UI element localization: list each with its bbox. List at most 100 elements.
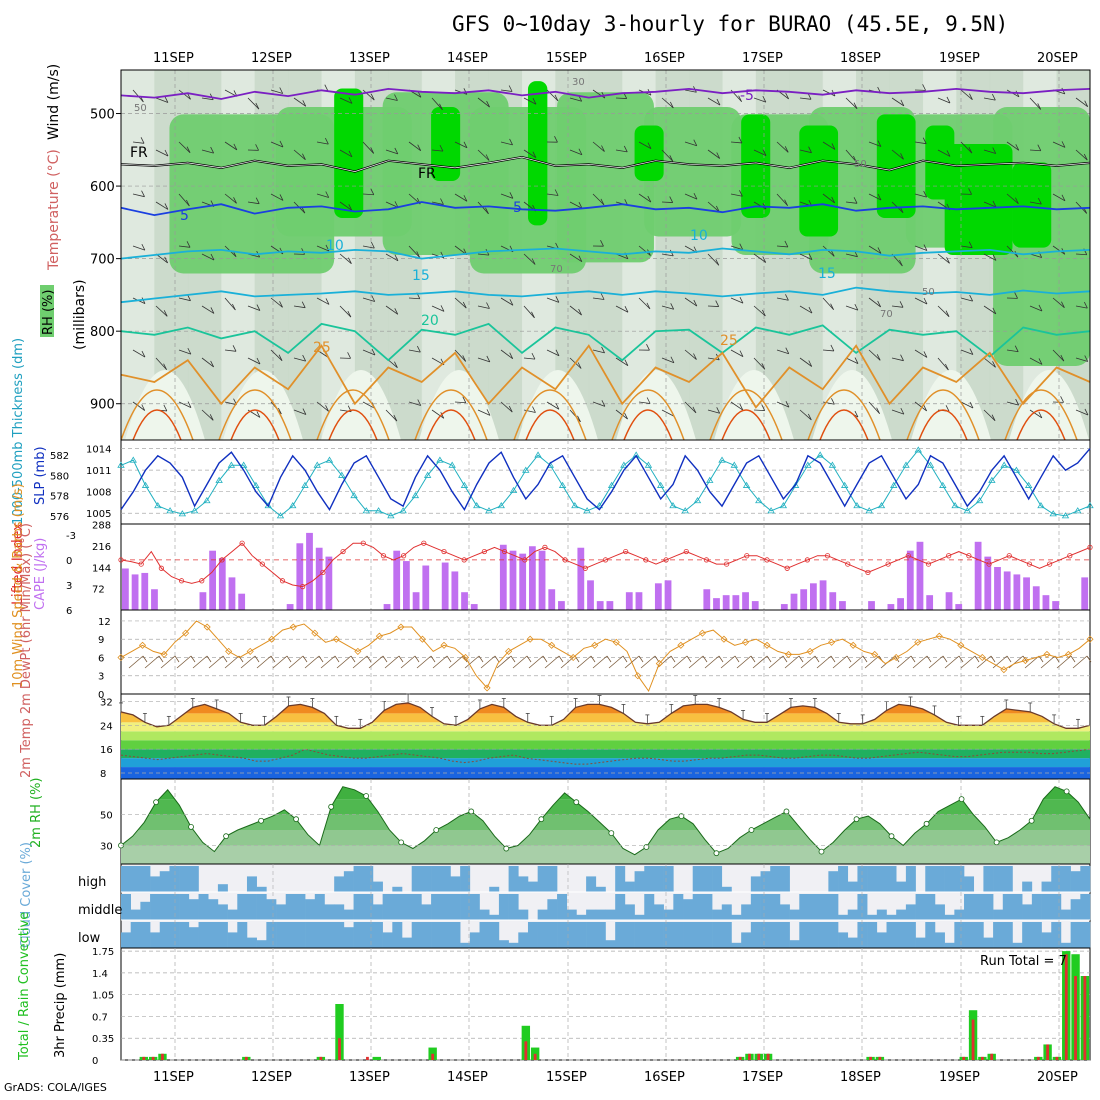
upper-y-ticks: 500 600 700 800 900 xyxy=(90,108,121,413)
cloud-bar-low xyxy=(557,922,568,948)
cloud-bar-high xyxy=(876,866,887,892)
li-point xyxy=(744,553,750,559)
wind-barb xyxy=(523,149,537,159)
wind-barb xyxy=(845,149,857,163)
wind-barb xyxy=(845,357,859,364)
wind-barb xyxy=(753,201,767,210)
wind-barb xyxy=(408,245,420,258)
li-point xyxy=(259,561,265,567)
wind-barb xyxy=(592,401,606,407)
wind-barb-flag xyxy=(417,399,422,406)
cloud-bar-low xyxy=(246,937,257,948)
cape-bar xyxy=(131,574,139,610)
wind-barb xyxy=(477,409,491,416)
wind-barb xyxy=(848,655,864,669)
wind-barb-flag xyxy=(254,655,260,663)
wind-barb-flag xyxy=(440,305,445,312)
temp-contour-30 xyxy=(414,389,488,441)
wind-barb-flag xyxy=(876,354,881,361)
thickness-point xyxy=(571,502,579,509)
wind-barb-flag xyxy=(601,400,606,407)
contour-label: 10 xyxy=(326,238,344,254)
cape-bar xyxy=(461,592,468,610)
wind-barb xyxy=(408,297,420,300)
wind-barb xyxy=(270,349,283,361)
wind-barb xyxy=(155,201,169,210)
wind-barb xyxy=(454,193,468,202)
cloud-bar-middle xyxy=(615,894,626,920)
cloud-bar-high xyxy=(983,866,994,892)
thickness-point xyxy=(926,461,935,468)
wind-barb-flag xyxy=(600,198,605,206)
wind-barb-flag xyxy=(766,655,772,663)
y-tick-pressure: 800 xyxy=(90,325,115,340)
rh-point xyxy=(818,848,825,855)
date-label-bottom: 20SEP xyxy=(1037,1070,1078,1085)
wind-barb-flag xyxy=(302,354,307,362)
wind-barb xyxy=(560,655,576,669)
cloud-bar-high xyxy=(867,866,878,892)
thickness-point xyxy=(399,507,407,514)
wind-barb-flag xyxy=(910,655,916,663)
wind-barb-flag xyxy=(578,308,582,316)
precip-tick: 1.75 xyxy=(92,947,114,958)
cloud-bar-middle xyxy=(295,894,306,920)
li-point xyxy=(441,548,447,555)
wind-barb xyxy=(661,201,673,203)
precip-bar-convective xyxy=(766,1053,770,1060)
wind-barb xyxy=(1052,193,1066,202)
wind-barb-flag xyxy=(462,301,467,309)
wind-barb xyxy=(707,409,720,414)
precip-bar-convective xyxy=(366,1056,369,1060)
cloud-bar-low xyxy=(159,922,170,948)
rh-point xyxy=(188,824,194,830)
cloud-bar-low xyxy=(217,922,228,948)
wind-barb xyxy=(1029,201,1042,205)
thickness-point xyxy=(890,481,898,488)
label-rh2m: 2m RH (%) xyxy=(29,777,44,848)
thickness-point xyxy=(129,456,137,463)
li-point xyxy=(320,569,326,576)
cape-bar xyxy=(625,592,633,610)
wind-barb-flag xyxy=(279,247,284,255)
wind-barb-flag xyxy=(669,101,674,109)
cloud-bar-high xyxy=(624,881,635,892)
cloud-bar-middle xyxy=(750,894,761,920)
wind-barb-flag xyxy=(1037,197,1042,205)
wind-barb xyxy=(768,655,784,669)
cloud-bar-middle xyxy=(198,894,209,920)
wind-barb xyxy=(730,141,742,144)
cape-bar xyxy=(742,592,749,610)
cloud-bar-middle xyxy=(712,909,723,920)
wind-barb xyxy=(1006,349,1019,353)
li-point xyxy=(461,557,467,563)
wind-barb-flag xyxy=(382,655,388,663)
wind-barb-flag xyxy=(370,147,375,154)
thickness-point xyxy=(448,461,456,468)
thickness-point xyxy=(656,481,665,488)
slp-tick: 1005 xyxy=(86,509,111,520)
wind-barb-flag xyxy=(923,404,928,412)
cloud-bar-high xyxy=(1051,866,1062,892)
wind-barb xyxy=(937,97,951,104)
wind-barb xyxy=(1075,149,1088,161)
li-tick: 0 xyxy=(66,556,72,567)
cloud-bar-high xyxy=(421,866,432,892)
wind-barb xyxy=(776,401,790,408)
wind-barb-flag xyxy=(163,310,168,317)
wind-barb xyxy=(615,357,629,367)
temp-band xyxy=(121,740,1090,750)
wind-barb-flag xyxy=(187,347,192,355)
li-point xyxy=(118,557,124,563)
wind-barb-flag xyxy=(555,403,560,410)
wind-barb-flag xyxy=(347,352,351,359)
wind-barb-flag xyxy=(416,251,421,258)
wind-barb-flag xyxy=(394,308,399,315)
wind-barb xyxy=(336,655,352,669)
temp-contour xyxy=(120,322,1091,362)
wind-barb-flag xyxy=(142,655,148,663)
wind-barb xyxy=(822,141,836,150)
cloud-bar-middle xyxy=(1012,894,1023,920)
wind-barb-flag xyxy=(693,139,698,146)
wind-barb xyxy=(730,245,743,251)
